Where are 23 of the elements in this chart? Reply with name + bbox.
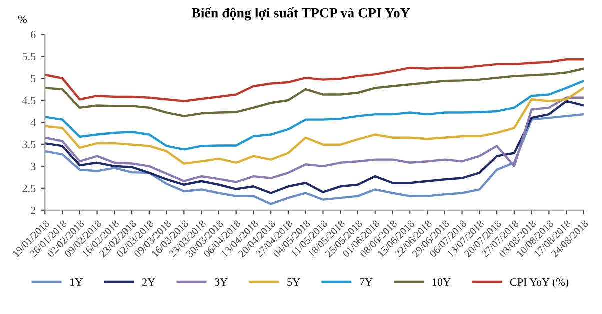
legend-label: CPI YoY (%) — [510, 278, 569, 288]
y-tick-label: 4.5 — [22, 97, 36, 104]
y-tick-label: 2.5 — [22, 184, 36, 192]
line-series — [45, 87, 584, 165]
y-tick-label: 3 — [31, 162, 36, 170]
line-series — [45, 58, 584, 102]
line-series — [45, 113, 584, 206]
legend-label: 1Y — [70, 278, 83, 286]
legend-label: 7Y — [360, 278, 373, 286]
legend-label: 5Y — [288, 278, 300, 286]
y-tick-label: 6 — [31, 31, 36, 39]
chart-title: Biến động lợi suất TPCP và CPI YoY — [192, 8, 410, 21]
legend-label: 3Y — [215, 278, 228, 286]
line-series — [45, 68, 584, 118]
y-tick-label: 5.5 — [22, 53, 36, 61]
y-tick-label: 2 — [31, 206, 36, 214]
line-series — [45, 80, 584, 151]
y-tick-label: 5 — [31, 75, 36, 82]
y-axis-title: % — [18, 16, 27, 24]
legend-label: 10Y — [432, 278, 451, 286]
legend-label: 2Y — [142, 278, 156, 286]
y-tick-label: 4 — [30, 119, 36, 126]
y-tick-label: 3.5 — [22, 140, 36, 148]
